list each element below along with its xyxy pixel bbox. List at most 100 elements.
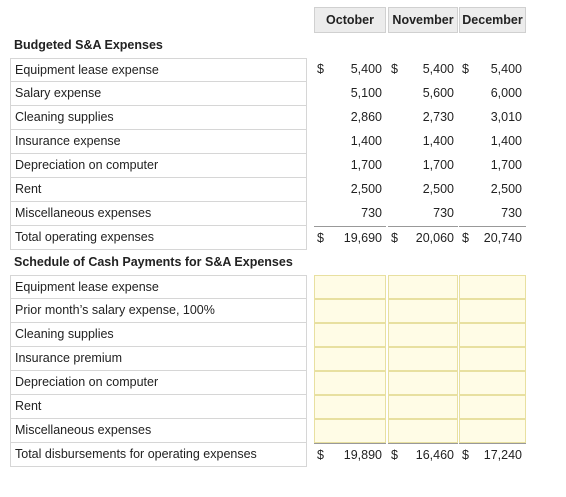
amount-input-cell[interactable] [388, 395, 458, 419]
amount-cell: 730 [388, 202, 458, 226]
cash-rows: Equipment lease expense Prior month’s sal… [10, 275, 526, 467]
row-label: Equipment lease expense [10, 58, 307, 82]
amount-input-cell[interactable] [314, 371, 386, 395]
amount-cell: $5,400 [314, 58, 386, 82]
budget-section-title: Budgeted S&A Expenses [14, 38, 163, 52]
cash-section-title: Schedule of Cash Payments for S&A Expens… [14, 255, 293, 269]
amount-value: 19,690 [343, 231, 382, 245]
amount-input-cell[interactable] [388, 419, 458, 443]
amount-value: 730 [433, 206, 454, 220]
amount-value: 2,730 [422, 110, 454, 124]
table-row: Miscellaneous expenses 730 730 730 [10, 202, 526, 226]
row-label: Depreciation on computer [10, 371, 307, 395]
total-row: Total operating expenses $19,690 $20,060 $2… [10, 226, 526, 250]
amount-input-cell[interactable] [388, 275, 458, 299]
amount-cell: 2,730 [388, 106, 458, 130]
amount-value: 20,060 [415, 231, 454, 245]
amount-cell: 2,500 [459, 178, 526, 202]
amount-value: 1,700 [422, 158, 454, 172]
column-header-november: November [388, 7, 458, 33]
amount-input-cell[interactable] [459, 371, 526, 395]
amount-cell: $17,240 [459, 443, 526, 467]
amount-input-cell[interactable] [314, 299, 386, 323]
currency-symbol: $ [391, 448, 398, 462]
amount-value: 6,000 [490, 86, 522, 100]
row-label: Insurance expense [10, 130, 307, 154]
table-row: Depreciation on computer 1,700 1,700 1,700 [10, 154, 526, 178]
row-label: Rent [10, 395, 307, 419]
amount-input-cell[interactable] [314, 347, 386, 371]
amount-value: 5,400 [490, 62, 522, 76]
amount-input-cell[interactable] [314, 419, 386, 443]
row-label: Cleaning supplies [10, 106, 307, 130]
table-row: Rent 2,500 2,500 2,500 [10, 178, 526, 202]
currency-symbol: $ [317, 448, 324, 462]
currency-symbol: $ [462, 62, 469, 76]
amount-cell: 2,860 [314, 106, 386, 130]
table-row: Cleaning supplies [10, 323, 526, 347]
amount-input-cell[interactable] [314, 323, 386, 347]
amount-value: 2,500 [490, 182, 522, 196]
amount-input-cell[interactable] [459, 275, 526, 299]
amount-cell: 1,400 [388, 130, 458, 154]
amount-input-cell[interactable] [388, 323, 458, 347]
table-row: Equipment lease expense $5,400 $5,400 $5,40… [10, 58, 526, 82]
amount-input-cell[interactable] [388, 347, 458, 371]
amount-cell: 5,600 [388, 82, 458, 106]
row-label: Rent [10, 178, 307, 202]
amount-cell: 2,500 [388, 178, 458, 202]
amount-cell: 6,000 [459, 82, 526, 106]
amount-value: 1,400 [350, 134, 382, 148]
amount-input-cell[interactable] [388, 299, 458, 323]
column-header-december: December [459, 7, 526, 33]
amount-value: 1,700 [350, 158, 382, 172]
amount-cell: 1,400 [459, 130, 526, 154]
amount-input-cell[interactable] [459, 395, 526, 419]
amount-value: 5,100 [350, 86, 382, 100]
table-row: Equipment lease expense [10, 275, 526, 299]
amount-cell: 1,700 [388, 154, 458, 178]
currency-symbol: $ [317, 62, 324, 76]
table-row: Depreciation on computer [10, 371, 526, 395]
amount-value: 1,700 [490, 158, 522, 172]
amount-value: 5,600 [422, 86, 454, 100]
amount-cell: 2,500 [314, 178, 386, 202]
amount-input-cell[interactable] [459, 347, 526, 371]
amount-input-cell[interactable] [388, 371, 458, 395]
amount-input-cell[interactable] [459, 419, 526, 443]
row-label: Total disbursements for operating expens… [10, 443, 307, 467]
amount-cell: $5,400 [388, 58, 458, 82]
currency-symbol: $ [391, 231, 398, 245]
amount-cell: $5,400 [459, 58, 526, 82]
amount-input-cell[interactable] [314, 275, 386, 299]
row-label: Miscellaneous expenses [10, 419, 307, 443]
amount-value: 1,400 [490, 134, 522, 148]
amount-value: 3,010 [490, 110, 522, 124]
amount-input-cell[interactable] [314, 395, 386, 419]
column-header-row: October November December [10, 7, 526, 33]
table-row: Prior month’s salary expense, 100% [10, 299, 526, 323]
row-label: Cleaning supplies [10, 323, 307, 347]
amount-value: 5,400 [350, 62, 382, 76]
amount-cell: $20,740 [459, 226, 526, 250]
amount-cell: $20,060 [388, 226, 458, 250]
table-row: Insurance premium [10, 347, 526, 371]
amount-input-cell[interactable] [459, 299, 526, 323]
table-row: Insurance expense 1,400 1,400 1,400 [10, 130, 526, 154]
amount-cell: 3,010 [459, 106, 526, 130]
amount-value: 730 [501, 206, 522, 220]
row-label: Equipment lease expense [10, 275, 307, 299]
table-row: Cleaning supplies 2,860 2,730 3,010 [10, 106, 526, 130]
amount-cell: 730 [314, 202, 386, 226]
cash-section-header-row: Schedule of Cash Payments for S&A Expens… [10, 250, 526, 275]
amount-value: 2,500 [422, 182, 454, 196]
amount-value: 19,890 [343, 448, 382, 462]
row-label: Prior month’s salary expense, 100% [10, 299, 307, 323]
amount-input-cell[interactable] [459, 323, 526, 347]
table-row: Miscellaneous expenses [10, 419, 526, 443]
amount-cell: $19,690 [314, 226, 386, 250]
amount-cell: 1,700 [314, 154, 386, 178]
amount-value: 17,240 [483, 448, 522, 462]
total-row: Total disbursements for operating expens… [10, 443, 526, 467]
amount-value: 16,460 [415, 448, 454, 462]
